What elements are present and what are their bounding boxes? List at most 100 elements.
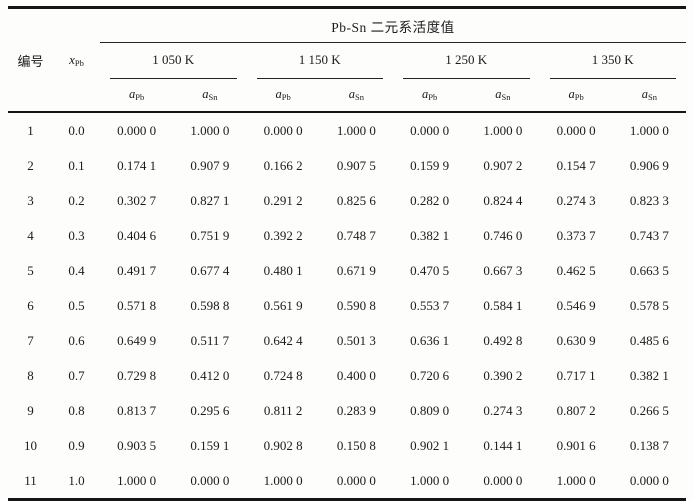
cell-activity-value: 0.159 1 — [190, 437, 230, 453]
subheader-a-pb-1050: aPb — [100, 79, 174, 113]
cell-activity-value: 0.717 1 — [556, 367, 596, 383]
cell-activity-value: 0.827 1 — [190, 192, 230, 208]
subheader-a-sn-1350: aSn — [612, 79, 686, 113]
cell-activity-value: 0.283 9 — [336, 402, 376, 418]
subheader-a-sn-1050: aSn — [173, 79, 247, 113]
table-row: 2 0.1 0.174 1 0.907 9 0.166 2 0.907 5 0.159 9 0… — [8, 148, 686, 183]
cell-activity-value: 0.636 1 — [410, 332, 450, 348]
cell-activity-value: 0.000 0 — [629, 472, 669, 488]
cell-activity-value: 1.000 0 — [483, 122, 523, 138]
cell-activity-value: 0.382 1 — [629, 367, 669, 383]
cell-x-pb: 0.0 — [68, 122, 85, 138]
cell-activity-value: 0.159 9 — [410, 157, 450, 173]
cell-activity-value: 0.729 8 — [117, 367, 157, 383]
cell-activity-value: 0.748 7 — [336, 227, 376, 243]
cell-activity-value: 0.000 0 — [263, 122, 303, 138]
cell-activity-value: 0.807 2 — [556, 402, 596, 418]
cell-x-pb: 0.9 — [68, 437, 85, 453]
cell-activity-value: 0.746 0 — [483, 227, 523, 243]
cell-activity-value: 1.000 0 — [263, 472, 303, 488]
cell-activity-value: 0.901 6 — [556, 437, 596, 453]
cell-activity-value: 0.291 2 — [263, 192, 303, 208]
cell-activity-value: 0.724 8 — [263, 367, 303, 383]
col-header-id-label: 编号 — [17, 53, 44, 69]
cell-activity-value: 0.907 2 — [483, 157, 523, 173]
cell-activity-value: 0.000 0 — [336, 472, 376, 488]
table-row: 7 0.6 0.649 9 0.511 7 0.642 4 0.501 3 0.636 1 0… — [8, 323, 686, 358]
table-row: 3 0.2 0.302 7 0.827 1 0.291 2 0.825 6 0.282 0 0… — [8, 183, 686, 218]
cell-activity-value: 0.809 0 — [410, 402, 450, 418]
cell-activity-value: 0.823 3 — [629, 192, 669, 208]
cell-activity-value: 1.000 0 — [629, 122, 669, 138]
cell-activity-value: 1.000 0 — [556, 472, 596, 488]
cell-activity-value: 0.824 4 — [483, 192, 523, 208]
cell-activity-value: 1.000 0 — [410, 472, 450, 488]
cell-activity-value: 0.825 6 — [336, 192, 376, 208]
cell-row-number: 9 — [27, 402, 34, 418]
cell-activity-value: 0.751 9 — [190, 227, 230, 243]
cell-activity-value: 0.598 8 — [190, 297, 230, 313]
cell-activity-value: 0.511 7 — [190, 332, 230, 348]
table-row: 11 1.0 1.000 0 0.000 0 1.000 0 0.000 0 1.000 0… — [8, 463, 686, 500]
cell-activity-value: 0.677 4 — [190, 262, 230, 278]
cell-activity-value: 0.480 1 — [263, 262, 303, 278]
cell-activity-value: 0.302 7 — [117, 192, 157, 208]
cell-activity-value: 0.412 0 — [190, 367, 230, 383]
cell-activity-value: 0.373 7 — [556, 227, 596, 243]
cell-activity-value: 0.400 0 — [336, 367, 376, 383]
cell-activity-value: 0.561 9 — [263, 297, 303, 313]
cell-activity-value: 0.743 7 — [629, 227, 669, 243]
cell-activity-value: 0.000 0 — [410, 122, 450, 138]
cell-activity-value: 1.000 0 — [190, 122, 230, 138]
temp-group-1150-label: 1 150 K — [256, 43, 383, 79]
temp-group-1250-label: 1 250 K — [403, 43, 530, 79]
cell-x-pb: 0.5 — [68, 297, 85, 313]
cell-activity-value: 0.907 5 — [336, 157, 376, 173]
cell-activity-value: 0.392 2 — [263, 227, 303, 243]
cell-activity-value: 0.144 1 — [483, 437, 523, 453]
cell-activity-value: 0.663 5 — [629, 262, 669, 278]
cell-activity-value: 0.295 6 — [190, 402, 230, 418]
cell-x-pb: 0.8 — [68, 402, 85, 418]
cell-x-pb: 0.3 — [68, 227, 85, 243]
temperature-row: 1 050 K 1 150 K 1 250 K 1 350 K — [8, 43, 686, 79]
subheader-a-pb-1250: aPb — [393, 79, 467, 113]
cell-row-number: 5 — [27, 262, 34, 278]
cell-row-number: 7 — [27, 332, 34, 348]
col-header-x: xPb — [53, 7, 100, 113]
cell-row-number: 10 — [24, 437, 37, 453]
cell-activity-value: 0.382 1 — [410, 227, 450, 243]
cell-x-pb: 0.6 — [68, 332, 85, 348]
table-title: Pb-Sn 二元系活度值 — [100, 7, 686, 43]
cell-activity-value: 0.642 4 — [263, 332, 303, 348]
cell-activity-value: 0.150 8 — [336, 437, 376, 453]
cell-activity-value: 0.000 0 — [190, 472, 230, 488]
cell-activity-value: 0.811 2 — [263, 402, 303, 418]
cell-activity-value: 0.902 1 — [410, 437, 450, 453]
temp-group-1250: 1 250 K — [393, 43, 540, 79]
cell-activity-value: 0.590 8 — [336, 297, 376, 313]
cell-activity-value: 0.154 7 — [556, 157, 596, 173]
cell-activity-value: 0.390 2 — [483, 367, 523, 383]
col-header-id: 编号 — [8, 7, 53, 113]
table-row: 10 0.9 0.903 5 0.159 1 0.902 8 0.150 8 0.902 1… — [8, 428, 686, 463]
subheader-a-pb-1350: aPb — [539, 79, 613, 113]
cell-x-pb: 0.7 — [68, 367, 85, 383]
cell-activity-value: 0.553 7 — [410, 297, 450, 313]
cell-activity-value: 0.174 1 — [117, 157, 157, 173]
cell-activity-value: 0.138 7 — [629, 437, 669, 453]
cell-activity-value: 0.667 3 — [483, 262, 523, 278]
cell-activity-value: 0.907 9 — [190, 157, 230, 173]
x-subscript: Pb — [74, 58, 84, 68]
cell-row-number: 8 — [27, 367, 34, 383]
temp-group-1050: 1 050 K — [100, 43, 247, 79]
subheader-a-sn-1150: aSn — [319, 79, 393, 113]
table-row: 5 0.4 0.491 7 0.677 4 0.480 1 0.671 9 0.470 5 0… — [8, 253, 686, 288]
cell-activity-value: 0.000 0 — [483, 472, 523, 488]
cell-activity-value: 0.906 9 — [629, 157, 669, 173]
temp-group-1050-label: 1 050 K — [110, 43, 237, 79]
cell-activity-value: 0.000 0 — [556, 122, 596, 138]
